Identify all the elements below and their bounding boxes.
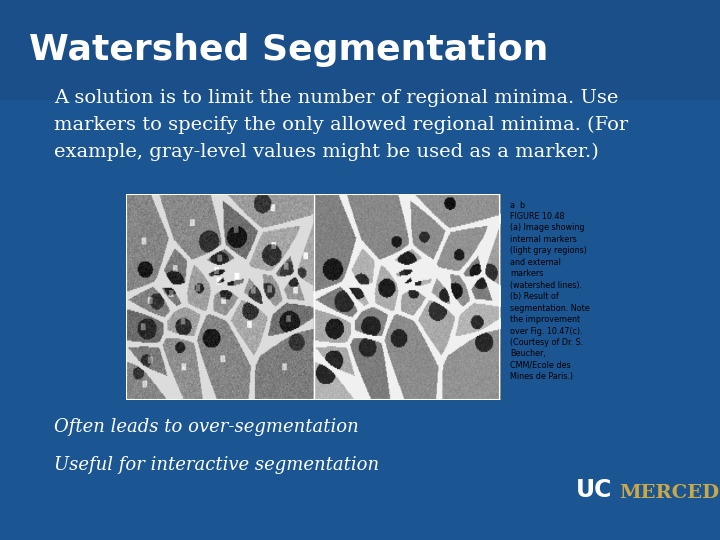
Text: Watershed Segmentation: Watershed Segmentation [29, 33, 548, 67]
Text: a  b
FIGURE 10.48
(a) Image showing
internal markers
(light gray regions)
and ex: a b FIGURE 10.48 (a) Image showing inter… [510, 200, 590, 381]
Text: Often leads to over-segmentation: Often leads to over-segmentation [54, 418, 359, 436]
Bar [0, 0, 720, 100]
Text: A solution is to limit the number of regional minima. Use
markers to specify the: A solution is to limit the number of reg… [54, 89, 628, 161]
Text: UC: UC [576, 478, 613, 502]
Text: MERCED: MERCED [619, 484, 719, 502]
Text: Useful for interactive segmentation: Useful for interactive segmentation [54, 456, 379, 474]
Bar [126, 194, 500, 400]
